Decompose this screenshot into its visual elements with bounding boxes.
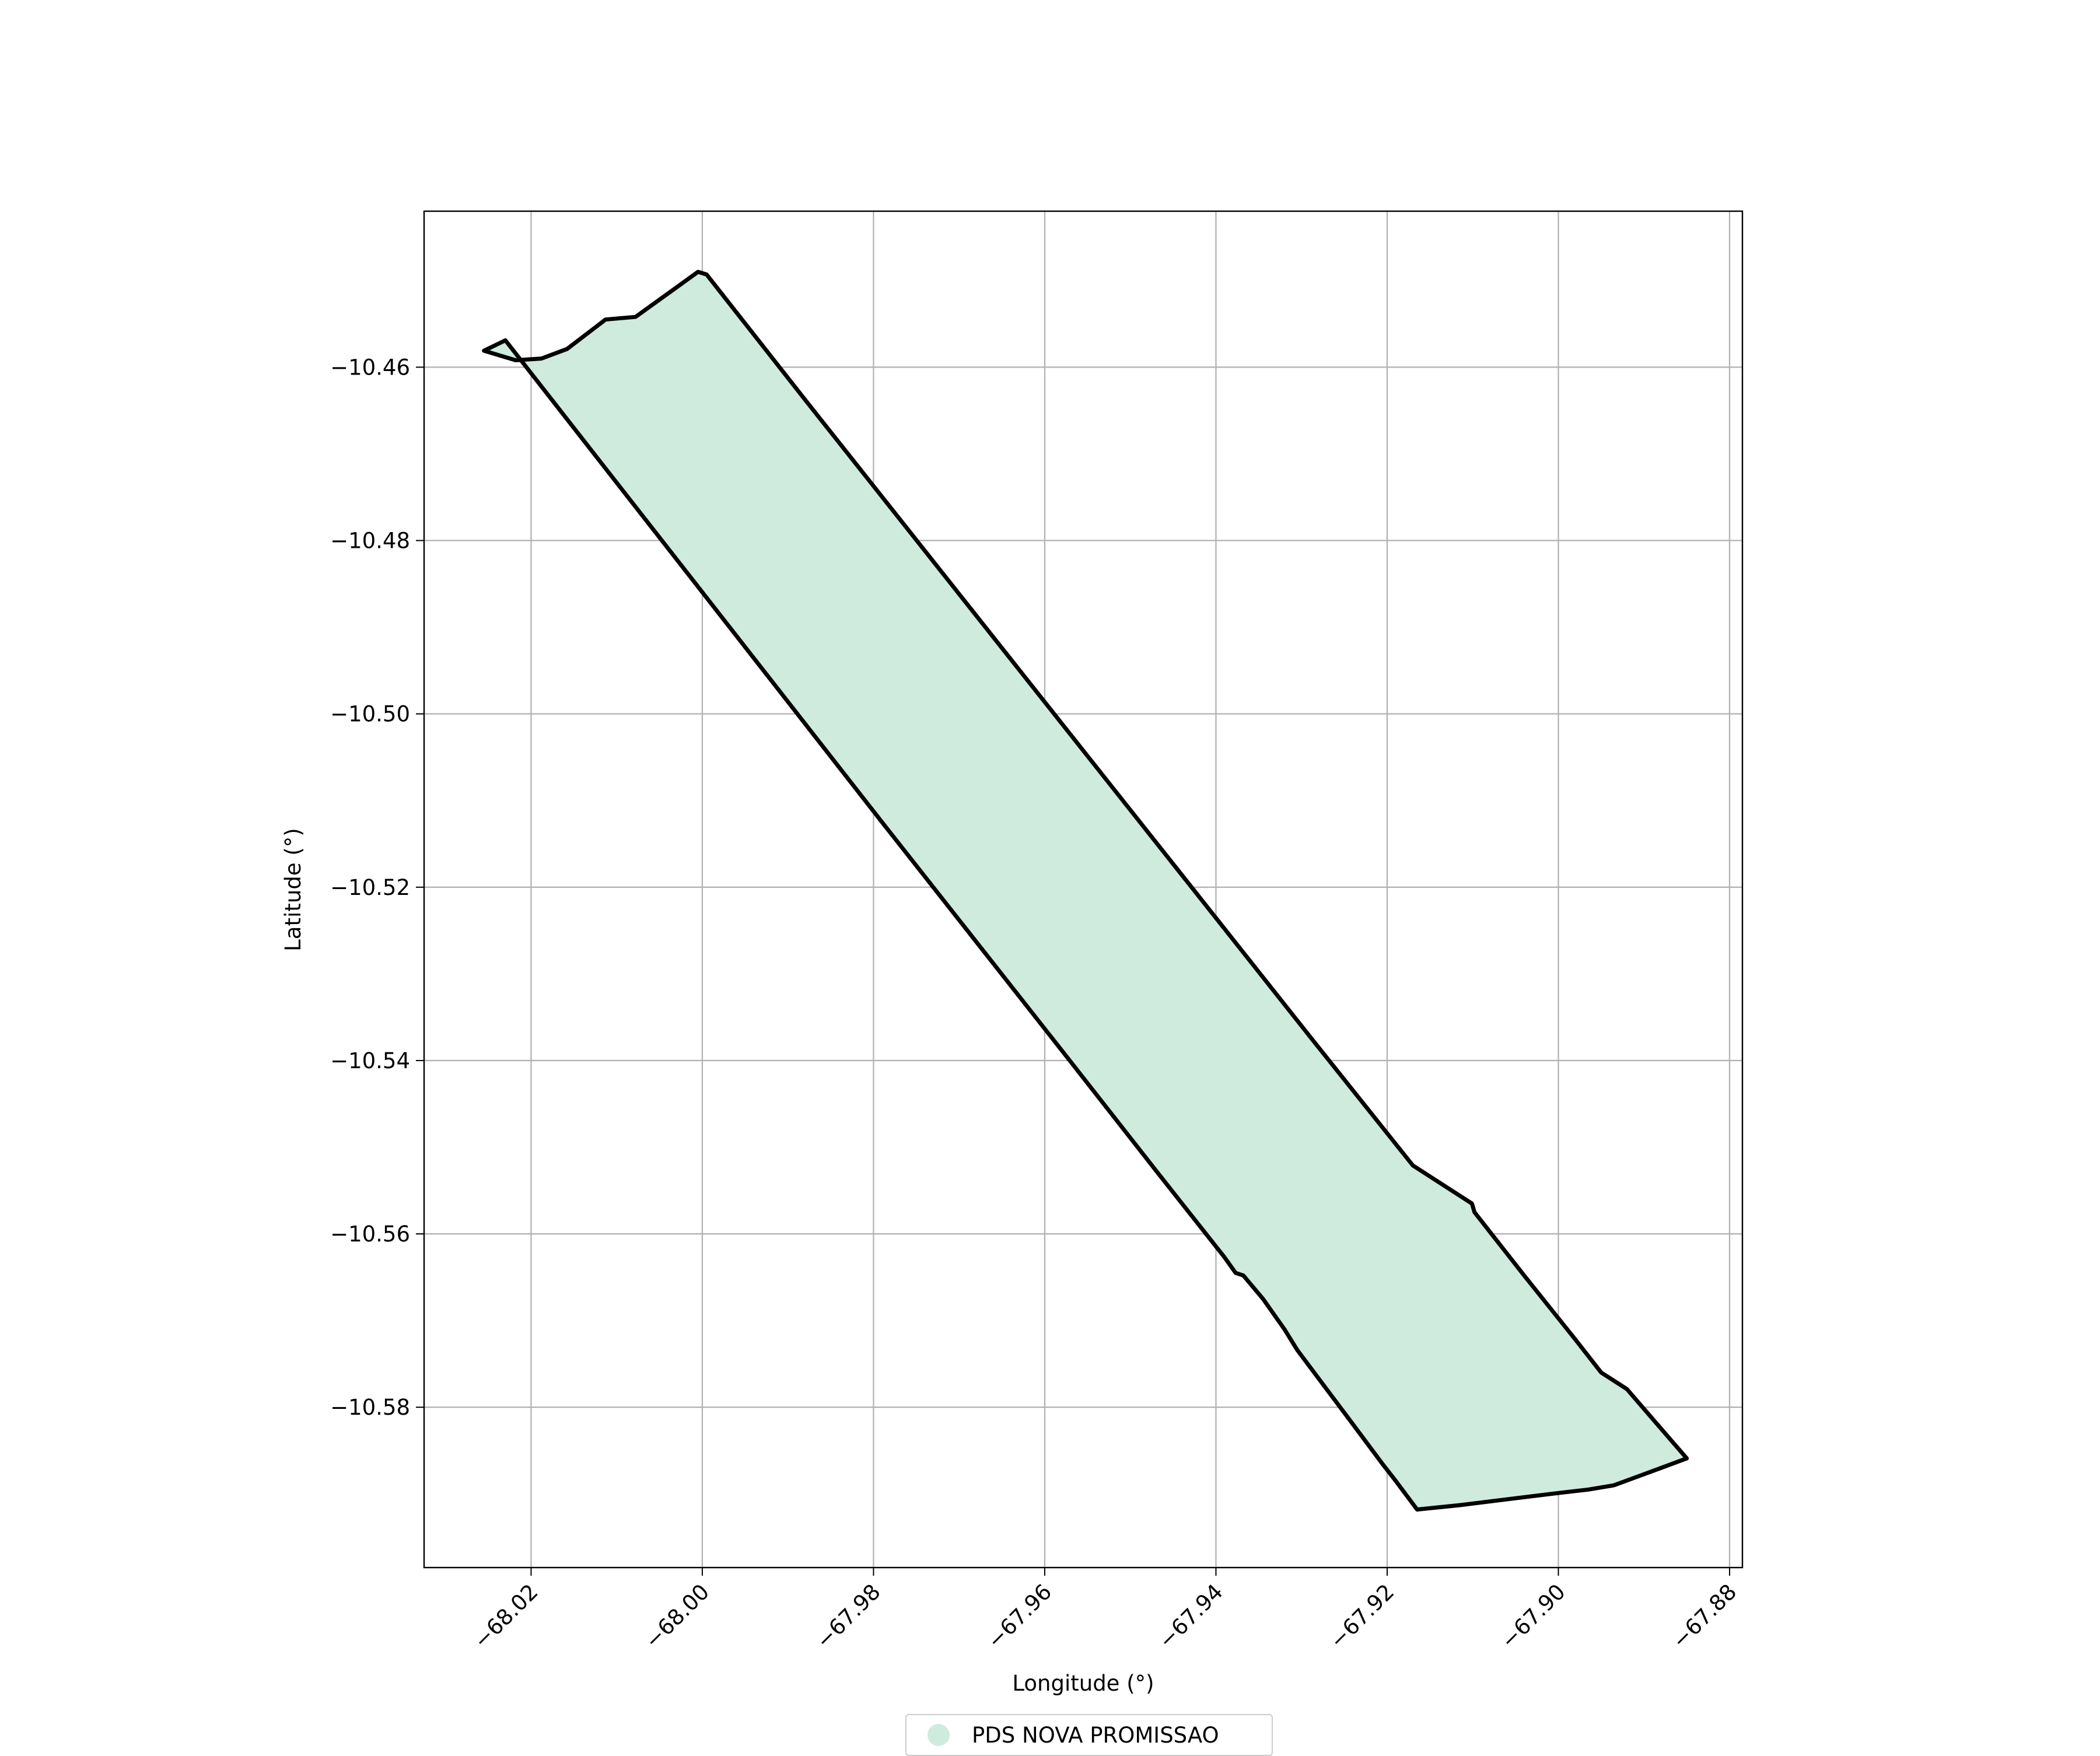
y-tick-label: −10.52 [330, 875, 410, 900]
y-tick-label: −10.50 [330, 702, 410, 727]
y-tick-label: −10.56 [330, 1222, 410, 1247]
y-tick-label: −10.48 [330, 529, 410, 554]
y-axis-label: Latitude (°) [281, 828, 306, 951]
plot-frame [423, 210, 1744, 1569]
y-tick-label: −10.54 [330, 1048, 410, 1073]
y-axis-ticks: −10.46 −10.48 −10.50 −10.52 −10.54 −10.56 −10.… [330, 355, 424, 1420]
legend: PDS NOVA PROMISSAO [905, 1714, 1273, 1756]
y-tick-label: −10.58 [330, 1395, 410, 1420]
polygon-layer [482, 270, 1689, 1512]
legend-label: PDS NOVA PROMISSAO [972, 1722, 1219, 1748]
y-tick-label: −10.46 [330, 355, 410, 380]
x-axis-label: Longitude (°) [1012, 1671, 1154, 1696]
legend-swatch [928, 1724, 950, 1746]
region-polygon [482, 270, 1689, 1512]
